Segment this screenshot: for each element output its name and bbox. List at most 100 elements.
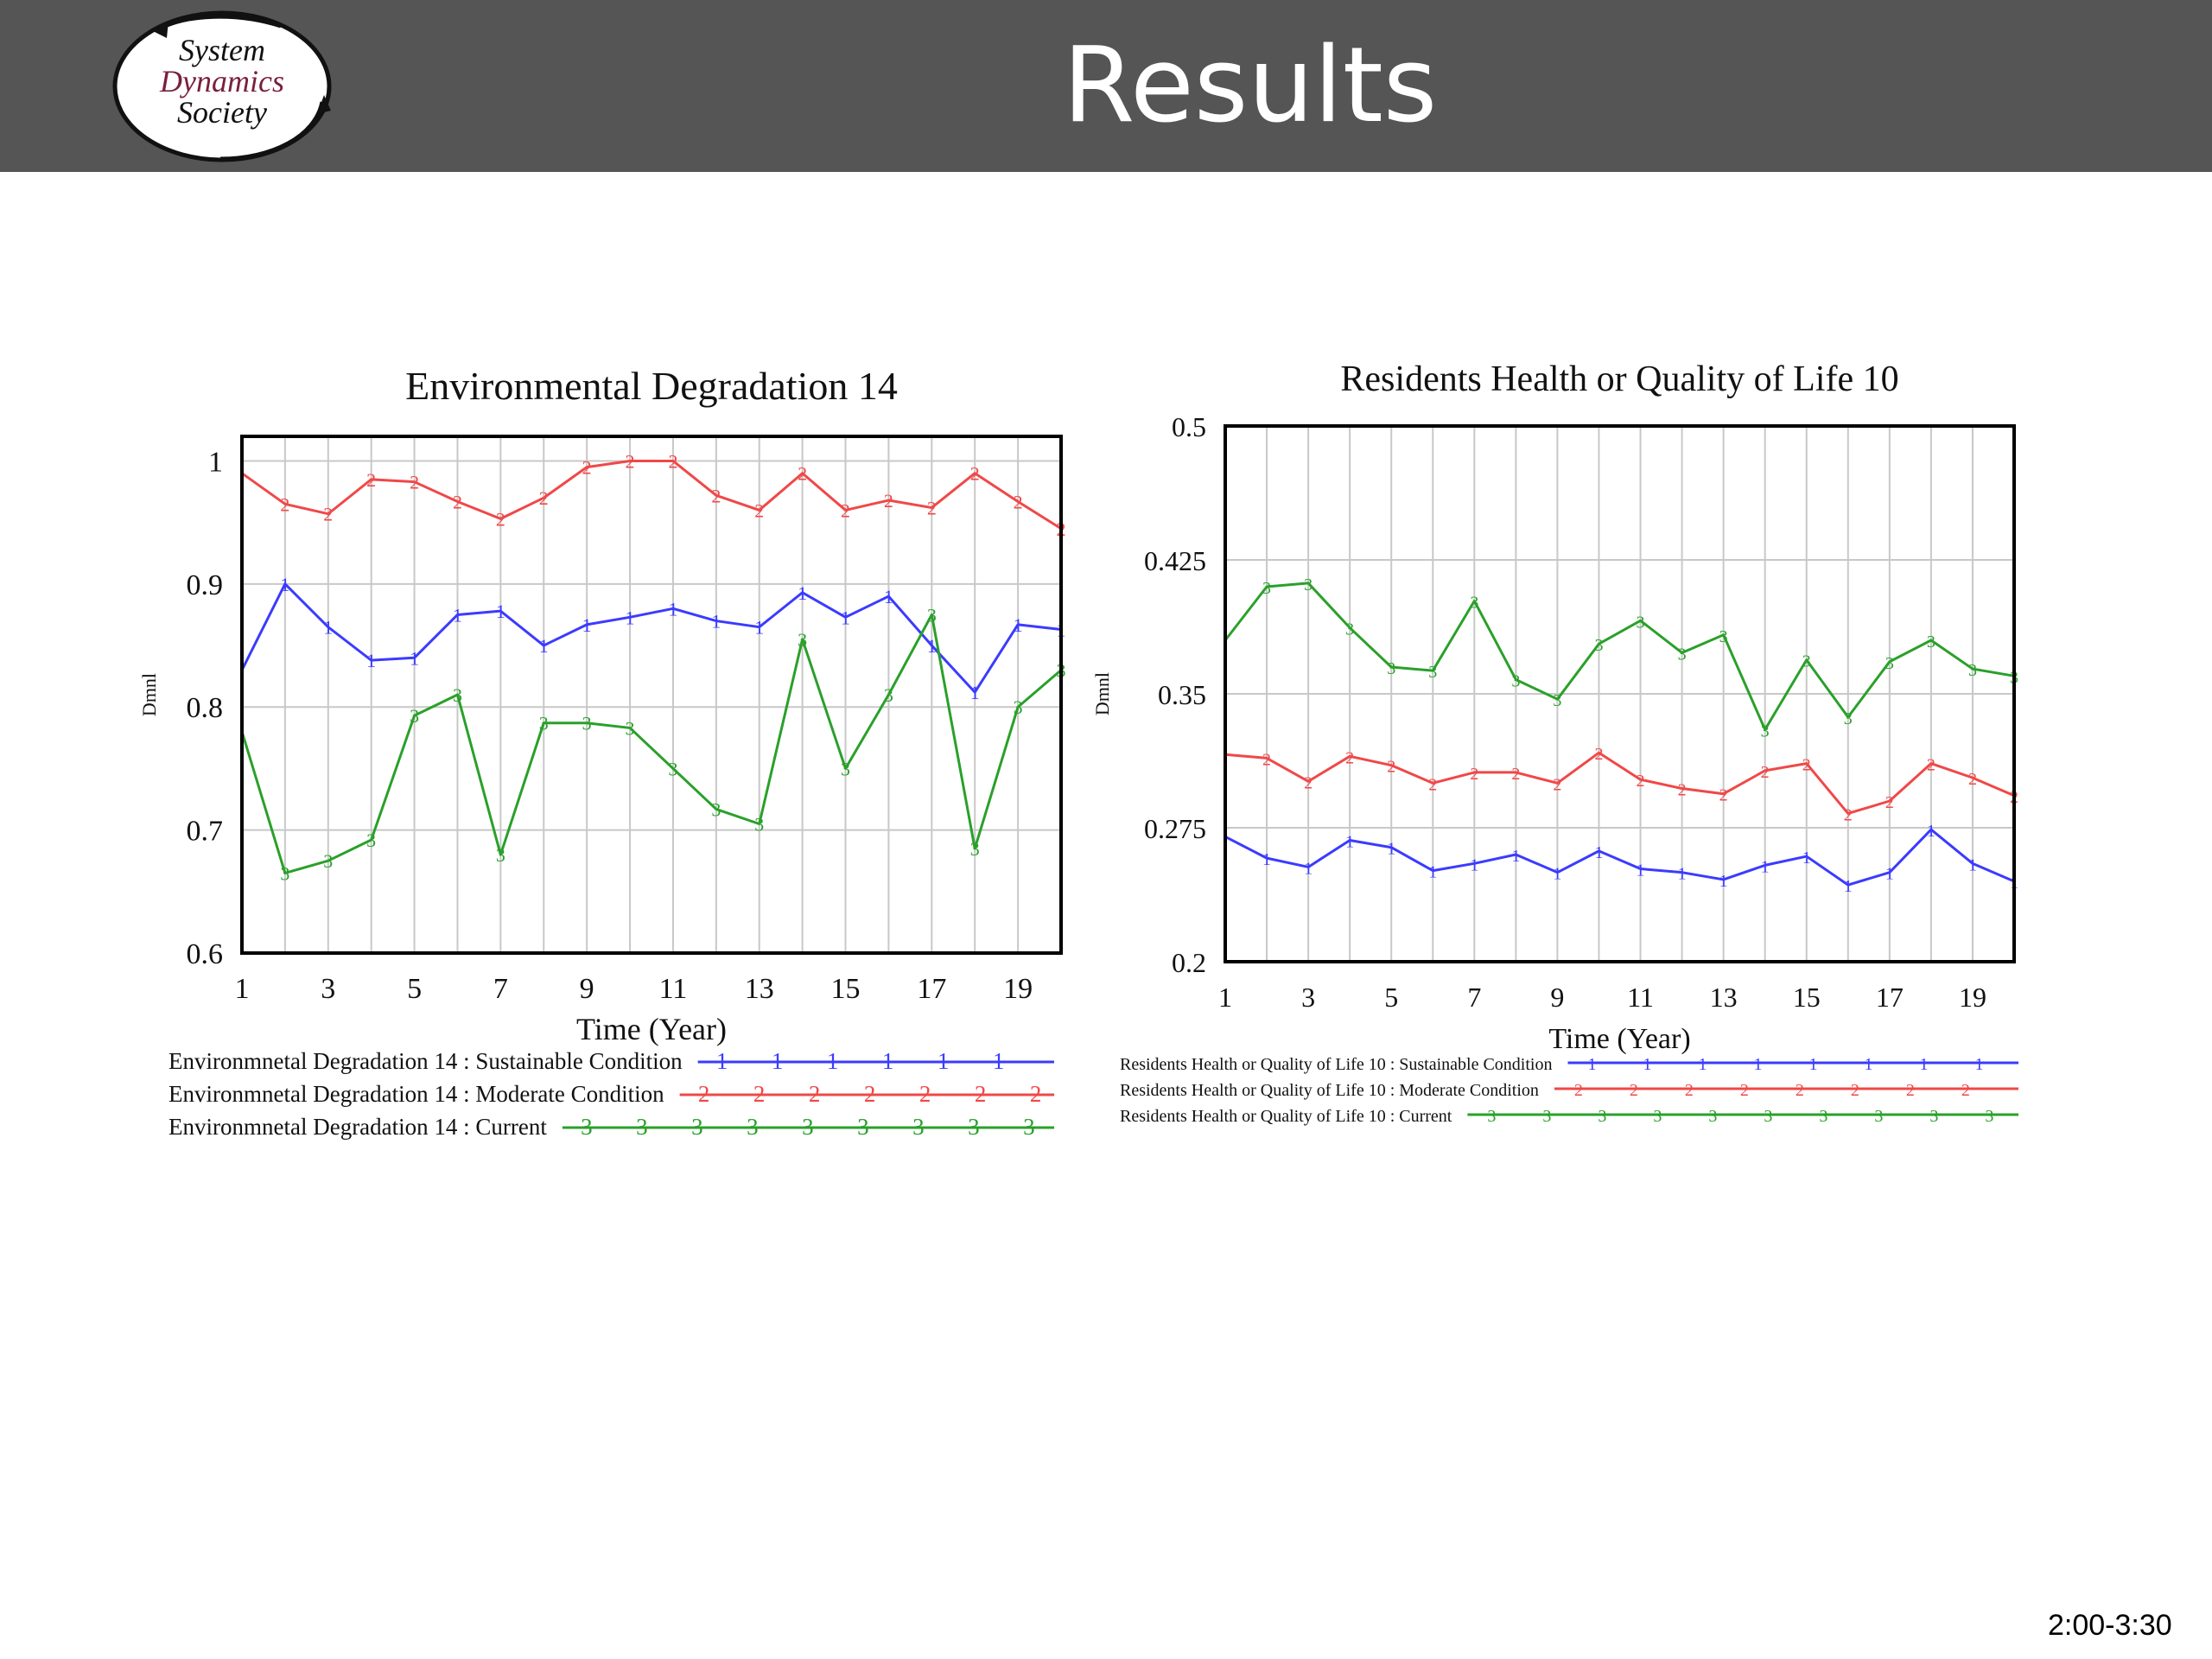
data-point-marker: 3 [539,713,549,734]
legend-marker: 3 [581,1114,593,1140]
data-point-marker: 3 [754,814,764,836]
x-tick-label: 5 [407,973,422,1005]
data-point-marker: 1 [1470,855,1478,874]
data-point-marker: 3 [841,758,850,779]
data-point-marker: 2 [841,499,850,521]
legend-marker: 2 [1574,1081,1583,1100]
data-point-marker: 2 [366,469,376,491]
y-tick-label: 0.8 [187,692,224,724]
legend-marker: 3 [912,1114,925,1140]
data-point-marker: 2 [1844,805,1853,824]
data-point-marker: 3 [927,604,937,626]
data-point-marker: 3 [410,705,419,727]
data-point-marker: 1 [626,607,635,628]
logo-line-2: Dynamics [159,64,284,99]
data-point-marker: 2 [280,493,289,515]
data-point-marker: 3 [1678,645,1687,664]
legend-marker: 1 [1643,1055,1651,1074]
data-point-marker: 3 [1802,652,1811,671]
data-point-marker: 1 [798,582,807,604]
data-point-marker: 2 [1470,765,1478,784]
legend-marker: 3 [1542,1107,1551,1126]
data-point-marker: 3 [1262,579,1271,598]
data-point-marker: 3 [1637,613,1645,632]
data-point-marker: 2 [323,504,333,525]
x-tick-label: 17 [917,973,946,1005]
data-point-marker: 3 [496,844,505,866]
data-point-marker: 1 [1885,865,1894,884]
data-point-marker: 2 [1637,772,1645,791]
x-tick-label: 3 [1301,982,1315,1013]
x-tick-label: 5 [1384,982,1398,1013]
chart-legend: Residents Health or Quality of Life 10 :… [1120,1055,2018,1126]
x-tick-label: 9 [1550,982,1564,1013]
legend-marker: 1 [1698,1055,1707,1074]
data-point-marker: 1 [1761,857,1770,876]
data-point-marker: 1 [1637,861,1645,880]
legend-marker: 2 [975,1081,987,1107]
series-line-moderate [241,459,1062,531]
data-point-marker: 2 [1511,765,1520,784]
y-axis-label: Dmnl [1091,672,1113,715]
legend-marker: 2 [698,1081,710,1107]
legend-marker: 3 [747,1114,759,1140]
legend-entry-label: Environmnetal Degradation 14 : Moderate … [168,1081,664,1107]
data-point-marker: 3 [1968,661,1977,680]
legend-marker: 1 [1864,1055,1872,1074]
legend-marker: 1 [716,1048,728,1074]
legend-marker: 1 [1753,1055,1762,1074]
data-point-marker: 1 [1594,843,1603,862]
data-point-marker: 1 [1304,859,1313,878]
data-point-marker: 3 [1345,620,1354,639]
y-tick-label: 0.425 [1144,545,1206,576]
data-point-marker: 1 [280,574,289,595]
legend-marker: 1 [1808,1055,1817,1074]
data-point-marker: 2 [410,472,419,493]
data-point-marker: 1 [1387,840,1395,859]
data-point-marker: 1 [711,611,721,632]
data-point-marker: 3 [1511,671,1520,690]
data-point-marker: 2 [711,485,721,506]
data-point-marker: 1 [366,650,376,671]
chart-2: Residents Health or Quality of Life 10 0.… [1091,359,2018,1126]
legend-marker: 3 [636,1114,648,1140]
logo-line-1: System [179,33,265,67]
legend-marker: 2 [809,1081,821,1107]
data-point-marker: 1 [323,617,333,639]
data-point-marker: 1 [927,635,937,657]
x-tick-label: 15 [831,973,861,1005]
chart-title: Environmental Degradation 14 [405,364,898,408]
data-point-marker: 1 [1553,865,1561,884]
legend-entry-label: Residents Health or Quality of Life 10 :… [1120,1081,1539,1100]
data-point-marker: 3 [582,713,592,734]
data-point-marker: 2 [1594,745,1603,764]
x-tick-label: 11 [1627,982,1654,1013]
x-tick-label: 17 [1876,982,1904,1013]
legend-marker: 1 [1919,1055,1928,1074]
data-point-marker: 1 [754,617,764,639]
data-point-marker: 2 [1968,770,1977,789]
y-axis-label: Dmnl [138,673,160,716]
data-point-marker: 3 [1553,691,1561,710]
legend-marker: 1 [882,1048,894,1074]
data-point-marker: 2 [1553,775,1561,794]
data-point-marker: 1 [582,614,592,636]
legend-marker: 3 [968,1114,980,1140]
x-tick-label: 19 [1959,982,1986,1013]
data-point-marker: 2 [539,487,549,509]
x-tick-label: 13 [745,973,774,1005]
slide-title: Results [1063,26,1438,146]
legend-entry-label: Residents Health or Quality of Life 10 :… [1120,1107,1452,1126]
data-point-marker: 1 [841,607,850,628]
data-point-marker: 1 [1262,850,1271,869]
data-point-marker: 1 [1927,822,1936,841]
data-point-marker: 3 [798,629,807,651]
data-point-marker: 3 [1927,632,1936,652]
legend-marker: 3 [1708,1107,1717,1126]
legend-entry-label: Residents Health or Quality of Life 10 :… [1120,1055,1552,1074]
data-point-marker: 2 [1802,756,1811,775]
y-tick-label: 0.6 [187,938,224,970]
